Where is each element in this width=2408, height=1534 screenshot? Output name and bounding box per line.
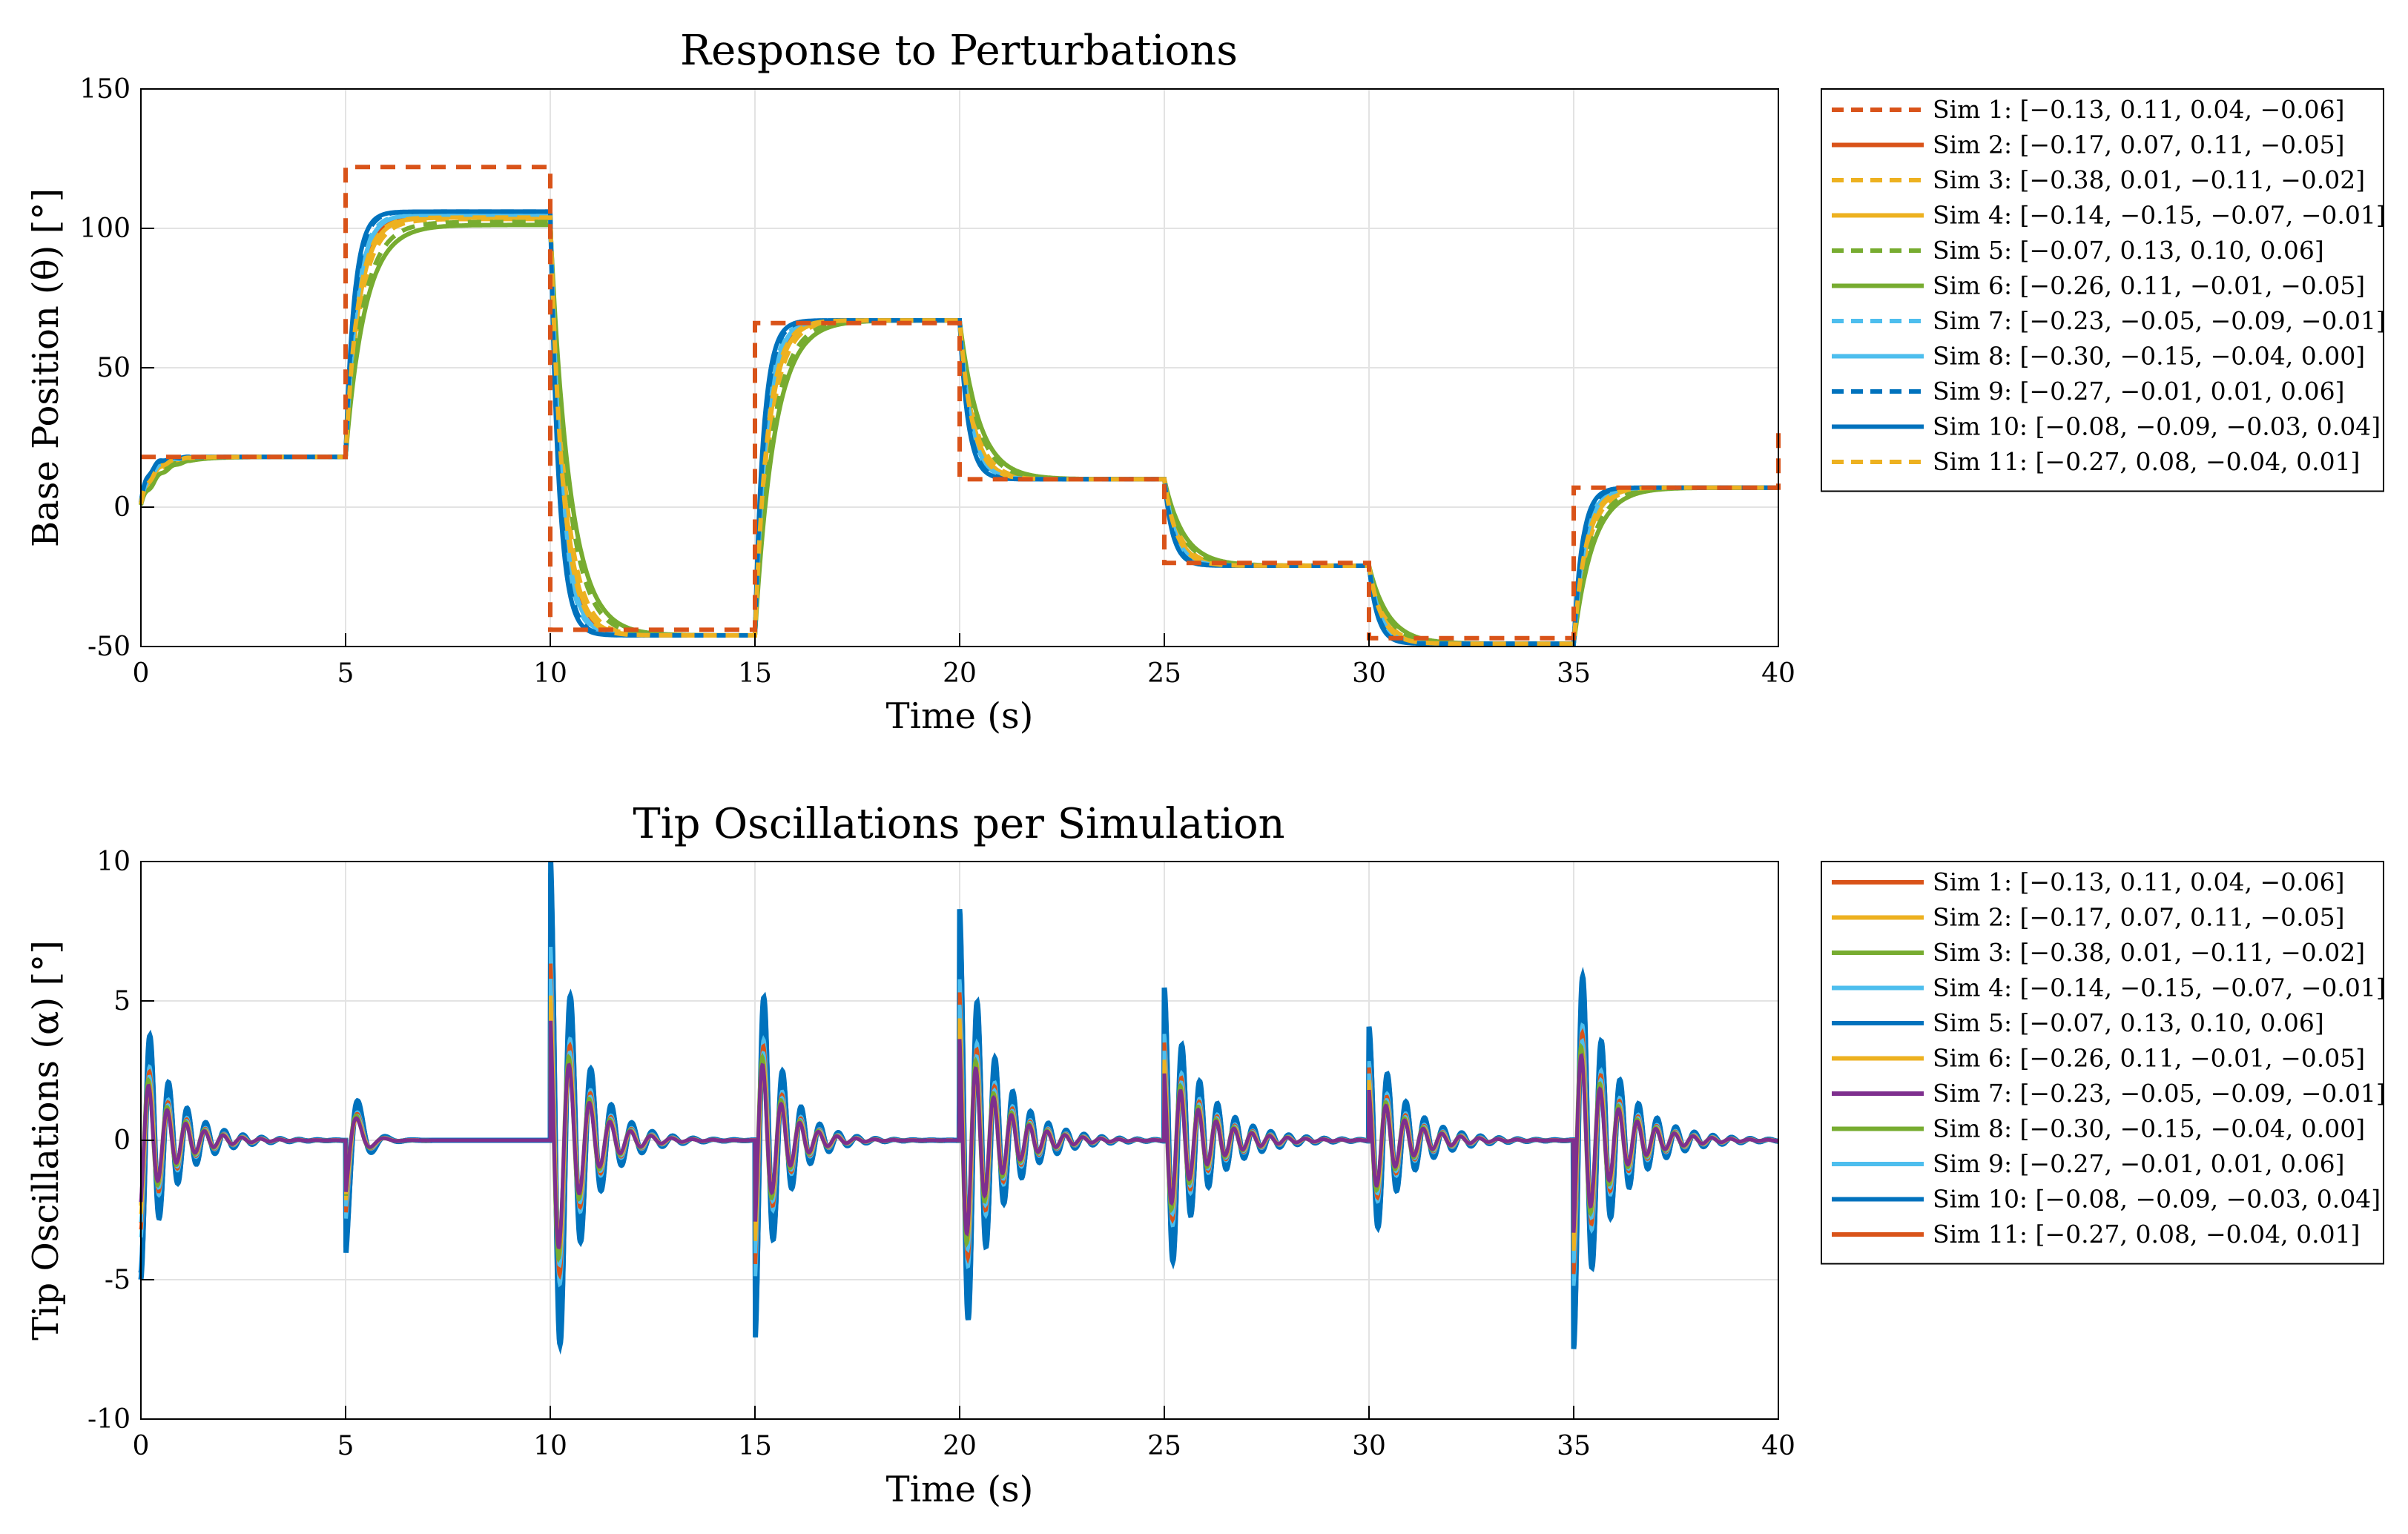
x-tick-label: 20	[943, 658, 977, 689]
y-tick-label: 0	[113, 492, 131, 523]
y-axis-label: Tip Oscillations (α) [°]	[25, 940, 67, 1340]
legend-entry: Sim 8: [−0.30, −0.15, −0.04, 0.00]	[1933, 1114, 2365, 1143]
x-tick-label: 35	[1557, 658, 1591, 689]
reference-line	[141, 165, 1781, 641]
y-tick-label: 5	[113, 986, 131, 1016]
y-tick-label: -50	[88, 632, 131, 662]
x-tick-label: 40	[1761, 1431, 1795, 1461]
x-tick-label: 20	[943, 1431, 977, 1461]
x-tick-label: 10	[533, 658, 567, 689]
chart-title: Tip Oscillations per Simulation	[633, 800, 1284, 848]
legend-entry: Sim 1: [−0.13, 0.11, 0.04, −0.06]	[1933, 95, 2344, 124]
x-tick-label: 40	[1761, 658, 1795, 689]
legend-entry: Sim 10: [−0.08, −0.09, −0.03, 0.04]	[1933, 1185, 2381, 1214]
y-tick-label: 10	[96, 847, 131, 877]
legend-entry: Sim 11: [−0.27, 0.08, −0.04, 0.01]	[1933, 1220, 2360, 1249]
x-tick-label: 15	[738, 658, 772, 689]
x-tick-label: 0	[133, 658, 150, 689]
legend-entry: Sim 11: [−0.27, 0.08, −0.04, 0.01]	[1933, 447, 2360, 476]
y-ticks: -50 0 50 100 150	[79, 74, 154, 662]
legend-entry: Sim 4: [−0.14, −0.15, −0.07, −0.01]	[1933, 201, 2386, 230]
plot-lines	[138, 861, 1779, 1355]
x-tick-label: 15	[738, 1431, 772, 1461]
legend-entry: Sim 5: [−0.07, 0.13, 0.10, 0.06]	[1933, 1008, 2324, 1037]
tip-oscillations-chart: Tip Oscillations per Simulation 0 5 10 15 20…	[25, 800, 2386, 1510]
base-position-chart: Response to Perturbations 0 5 10 15 20 25 30 35…	[25, 27, 2386, 737]
legend-entry: Sim 2: [−0.17, 0.07, 0.11, −0.05]	[1933, 903, 2344, 932]
series-line	[139, 1020, 1778, 1250]
legend-entry: Sim 5: [−0.07, 0.13, 0.10, 0.06]	[1933, 236, 2324, 265]
y-tick-label: 50	[96, 353, 131, 383]
x-tick-label: 0	[133, 1431, 150, 1461]
legend-entry: Sim 6: [−0.26, 0.11, −0.01, −0.05]	[1933, 271, 2365, 300]
y-tick-label: 0	[113, 1125, 131, 1156]
y-axis-label: Base Position (θ) [°]	[25, 188, 67, 547]
series-line	[139, 219, 1778, 647]
plot-lines	[139, 165, 1781, 647]
y-tick-label: -10	[88, 1404, 131, 1435]
x-tick-label: 35	[1557, 1431, 1591, 1461]
x-tick-label: 10	[533, 1431, 567, 1461]
legend-entry: Sim 3: [−0.38, 0.01, −0.11, −0.02]	[1933, 165, 2365, 194]
x-tick-label: 25	[1147, 1431, 1181, 1461]
legend: Sim 1: [−0.13, 0.11, 0.04, −0.06] Sim 2: …	[1821, 861, 2386, 1265]
x-axis-label: Time (s)	[886, 695, 1034, 737]
legend-entry: Sim 9: [−0.27, −0.01, 0.01, 0.06]	[1933, 377, 2344, 406]
y-tick-label: 100	[79, 214, 131, 244]
legend-box	[1821, 861, 2384, 1265]
legend-entry: Sim 10: [−0.08, −0.09, −0.03, 0.04]	[1933, 412, 2381, 441]
x-tick-label: 30	[1352, 1431, 1386, 1461]
x-ticks: 0 5 10 15 20 25 30 35 40	[133, 633, 1795, 689]
chart-title: Response to Perturbations	[680, 27, 1238, 75]
y-tick-label: 150	[79, 74, 131, 105]
series-line	[139, 215, 1778, 647]
legend-entry: Sim 9: [−0.27, −0.01, 0.01, 0.06]	[1933, 1149, 2344, 1178]
x-axis-label: Time (s)	[886, 1469, 1034, 1510]
x-tick-label: 30	[1352, 658, 1386, 689]
x-tick-label: 5	[337, 658, 354, 689]
legend-entry: Sim 6: [−0.26, 0.11, −0.01, −0.05]	[1933, 1044, 2365, 1073]
x-ticks: 0 5 10 15 20 25 30 35 40	[133, 1406, 1795, 1461]
legend-entry: Sim 1: [−0.13, 0.11, 0.04, −0.06]	[1933, 867, 2344, 896]
legend-entry: Sim 8: [−0.30, −0.15, −0.04, 0.00]	[1933, 342, 2365, 371]
legend-entry: Sim 3: [−0.38, 0.01, −0.11, −0.02]	[1933, 938, 2365, 967]
legend: Sim 1: [−0.13, 0.11, 0.04, −0.06] Sim 2: …	[1821, 88, 2386, 492]
x-tick-label: 25	[1147, 658, 1181, 689]
y-ticks: -10 -5 0 5 10	[88, 847, 154, 1435]
legend-entry: Sim 4: [−0.14, −0.15, −0.07, −0.01]	[1933, 973, 2386, 1002]
legend-entry: Sim 7: [−0.23, −0.05, −0.09, −0.01]	[1933, 306, 2386, 335]
legend-entry: Sim 7: [−0.23, −0.05, −0.09, −0.01]	[1933, 1079, 2386, 1108]
legend-box	[1821, 88, 2384, 492]
x-tick-label: 5	[337, 1431, 354, 1461]
y-tick-label: -5	[105, 1265, 131, 1295]
legend-entry: Sim 2: [−0.17, 0.07, 0.11, −0.05]	[1933, 130, 2344, 159]
